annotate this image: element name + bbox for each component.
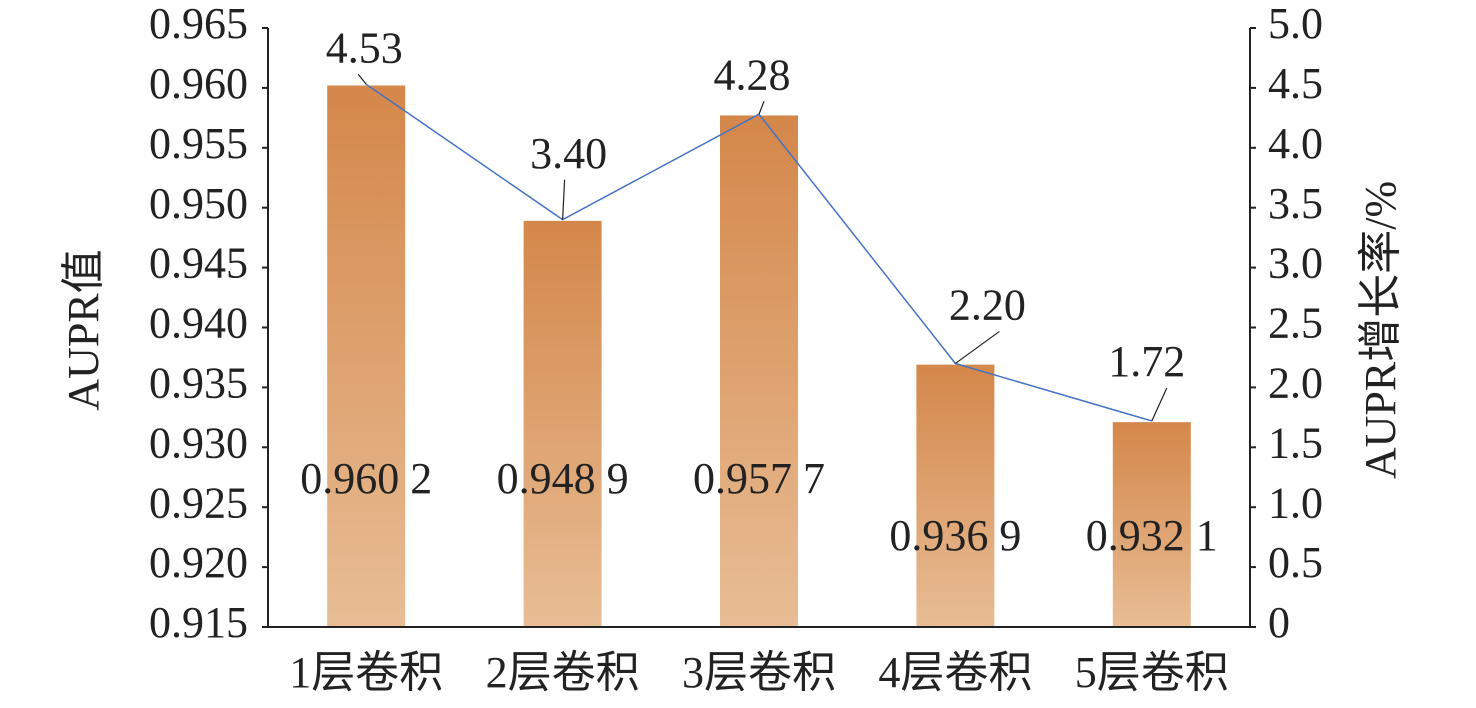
y2-tick-label: 5.0 — [1268, 0, 1323, 48]
x-tick-label: 5层卷积 — [1075, 648, 1229, 697]
y-tick-label: 0.940 — [149, 299, 248, 348]
leader-line — [955, 330, 1000, 364]
y-axis-title: AUPR值 — [59, 249, 108, 410]
bar — [327, 85, 406, 627]
line-value-label: 4.28 — [714, 50, 791, 99]
x-tick-label: 2层卷积 — [486, 648, 640, 697]
y-tick-label: 0.955 — [149, 119, 248, 168]
y2-tick-label: 4.5 — [1268, 59, 1323, 108]
bar — [1112, 422, 1191, 627]
leader-line — [1151, 387, 1168, 422]
leader-line — [758, 101, 765, 115]
y2-tick-label: 3.0 — [1268, 239, 1323, 288]
bar — [523, 220, 602, 628]
y-tick-label: 0.950 — [149, 179, 248, 228]
bar-value-label: 0.957 7 — [693, 454, 825, 503]
y-tick-label: 0.920 — [149, 538, 248, 587]
bar-value-label: 0.936 9 — [889, 511, 1021, 560]
y2-tick-label: 0.5 — [1268, 538, 1323, 587]
line-value-label: 1.72 — [1108, 337, 1185, 386]
bar — [720, 115, 798, 627]
line-value-label: 2.20 — [949, 281, 1026, 330]
bar-value-label: 0.948 9 — [497, 454, 629, 503]
y-tick-label: 0.960 — [149, 59, 248, 108]
y-tick-label: 0.935 — [149, 358, 248, 407]
line-value-label: 4.53 — [326, 23, 403, 72]
y-tick-label: 0.965 — [149, 0, 248, 48]
bar-value-label: 0.960 2 — [300, 454, 432, 503]
x-tick-label: 3层卷积 — [682, 648, 836, 697]
bar-value-label: 0.932 1 — [1086, 511, 1218, 560]
y2-tick-label: 2.0 — [1268, 358, 1323, 407]
x-tick-label: 1层卷积 — [289, 648, 443, 697]
bar — [916, 364, 995, 627]
x-tick-label: 4层卷积 — [878, 648, 1032, 697]
y2-tick-label: 4.0 — [1268, 119, 1323, 168]
line-value-label: 3.40 — [530, 129, 607, 178]
leader-line — [562, 179, 566, 220]
y2-tick-label: 1.5 — [1268, 418, 1323, 467]
y2-tick-label: 3.5 — [1268, 179, 1323, 228]
y-tick-label: 0.925 — [149, 478, 248, 527]
y-tick-label: 0.930 — [149, 418, 248, 467]
y2-tick-label: 0 — [1268, 598, 1290, 647]
leader-line — [357, 73, 367, 85]
y2-axis-title: AUPR增长率/% — [1356, 181, 1405, 479]
y2-tick-label: 2.5 — [1268, 299, 1323, 348]
y-tick-label: 0.915 — [149, 598, 248, 647]
y-tick-label: 0.945 — [149, 239, 248, 288]
y2-tick-label: 1.0 — [1268, 478, 1323, 527]
